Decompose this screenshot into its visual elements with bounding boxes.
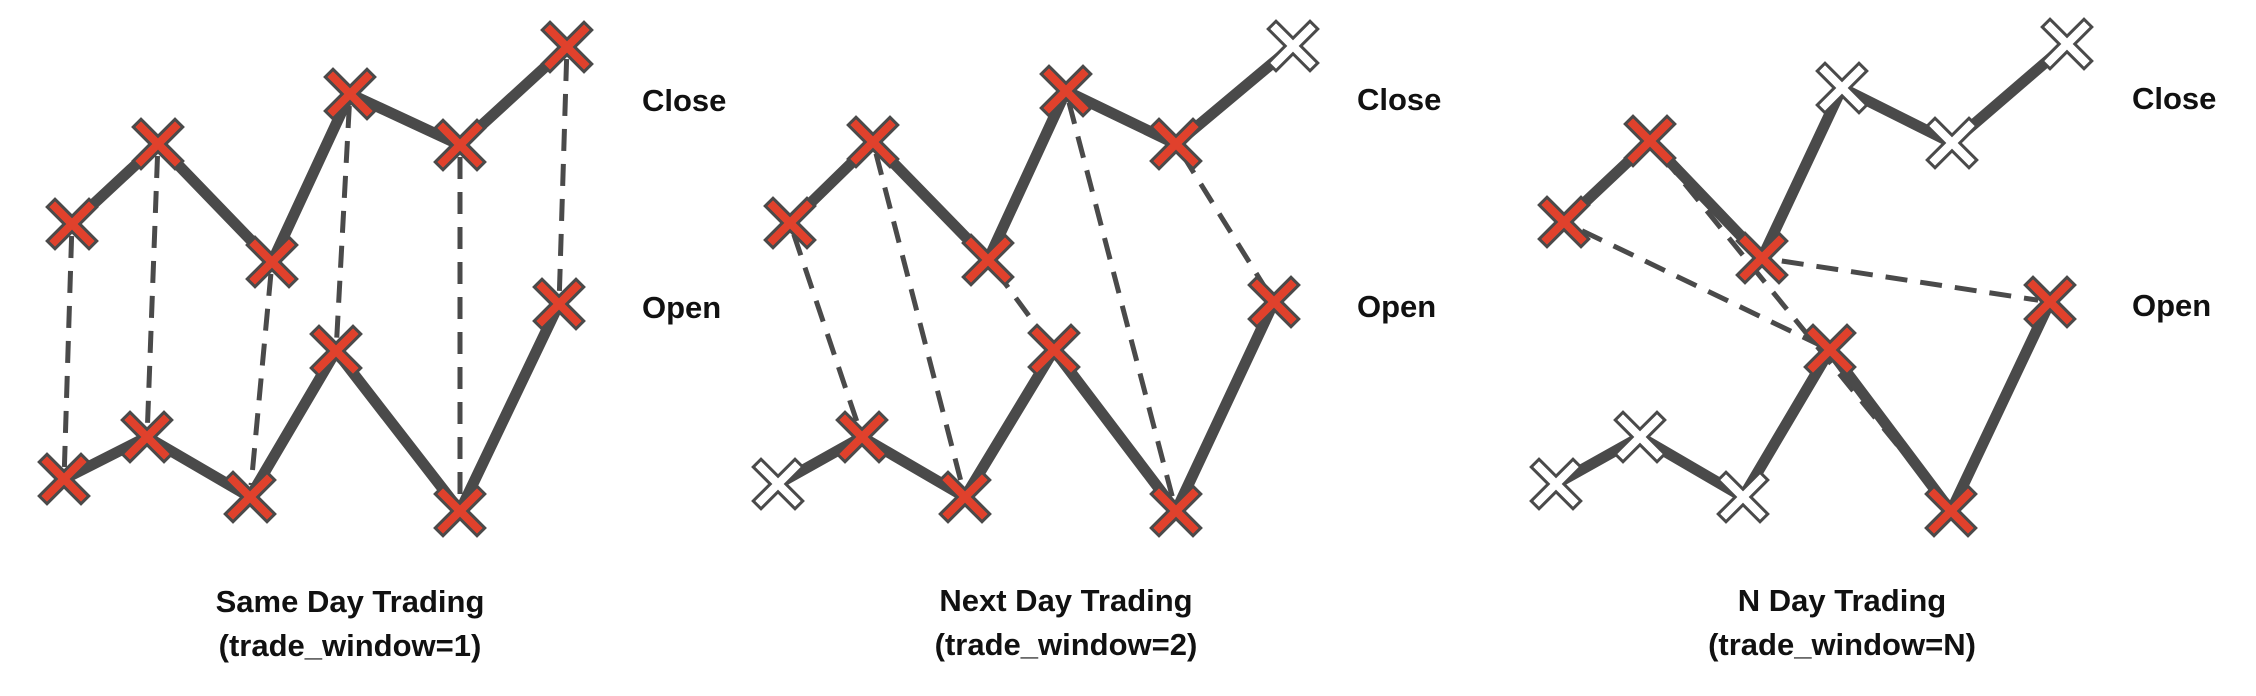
panel-subtitle: (trade_window=N) bbox=[1708, 627, 1976, 662]
close-marker-icon bbox=[2040, 17, 2094, 71]
price-markers bbox=[37, 20, 594, 538]
trade-link bbox=[334, 105, 352, 340]
open-marker-icon bbox=[1924, 484, 1978, 538]
open-price-line bbox=[1550, 296, 2056, 517]
close-marker-icon bbox=[45, 197, 99, 251]
trade-link bbox=[145, 155, 160, 426]
close-marker-icon bbox=[1537, 195, 1591, 249]
open-marker-icon bbox=[120, 410, 174, 464]
open-label: Open bbox=[2132, 288, 2211, 323]
close-marker-icon bbox=[245, 235, 299, 289]
open-marker-icon bbox=[1529, 457, 1583, 511]
close-marker-icon bbox=[961, 233, 1015, 287]
open-marker-icon bbox=[835, 410, 889, 464]
trade-link bbox=[1781, 258, 2039, 303]
trade-link bbox=[61, 235, 75, 468]
close-marker-icon bbox=[540, 20, 594, 74]
panel-title: N Day Trading bbox=[1738, 583, 1946, 618]
close-marker-icon bbox=[1925, 116, 1979, 170]
panel-same-day: Close Open Same Day Trading (trade_windo… bbox=[37, 20, 726, 663]
open-marker-icon bbox=[751, 457, 805, 511]
open-marker-icon bbox=[2023, 275, 2077, 329]
trade-link bbox=[248, 273, 274, 486]
panel-subtitle: (trade_window=2) bbox=[935, 627, 1198, 662]
close-marker-icon bbox=[1266, 19, 1320, 73]
panel-title: Same Day Trading bbox=[216, 584, 485, 619]
close-marker-icon bbox=[1815, 61, 1869, 115]
open-marker-icon bbox=[433, 484, 487, 538]
close-marker-icon bbox=[1623, 114, 1677, 168]
close-marker-icon bbox=[1735, 231, 1789, 285]
open-marker-icon bbox=[1803, 323, 1857, 377]
open-label: Open bbox=[642, 290, 721, 325]
open-marker-icon bbox=[1716, 470, 1770, 524]
open-marker-icon bbox=[1149, 484, 1203, 538]
trade-links bbox=[61, 58, 570, 499]
panel-subtitle: (trade_window=1) bbox=[219, 628, 482, 663]
close-marker-icon bbox=[763, 196, 817, 250]
price-markers bbox=[751, 19, 1320, 538]
trade-link bbox=[873, 152, 965, 487]
open-marker-icon bbox=[532, 277, 586, 331]
price-markers bbox=[1529, 17, 2094, 538]
close-marker-icon bbox=[323, 67, 377, 121]
open-marker-icon bbox=[1613, 410, 1667, 464]
close-label: Close bbox=[1357, 82, 1441, 117]
trade-link bbox=[1180, 152, 1270, 294]
open-marker-icon bbox=[1247, 275, 1301, 329]
open-marker-icon bbox=[223, 470, 277, 524]
open-marker-icon bbox=[938, 470, 992, 524]
trade-link bbox=[556, 58, 570, 293]
trade-link bbox=[791, 233, 861, 427]
open-marker-icon bbox=[309, 324, 363, 378]
close-marker-icon bbox=[1149, 117, 1203, 171]
panel-n-day: Close Open N Day Trading (trade_window=N… bbox=[1529, 17, 2216, 662]
close-marker-icon bbox=[846, 115, 900, 169]
panel-title: Next Day Trading bbox=[939, 583, 1192, 618]
close-label: Close bbox=[642, 83, 726, 118]
close-label: Close bbox=[2132, 81, 2216, 116]
trade-link bbox=[1580, 228, 1821, 348]
panel-next-day: Close Open Next Day Trading (trade_windo… bbox=[751, 19, 1441, 662]
open-marker-icon bbox=[37, 452, 91, 506]
open-label: Open bbox=[1357, 289, 1436, 324]
open-marker-icon bbox=[1027, 323, 1081, 377]
close-marker-icon bbox=[131, 117, 185, 171]
close-marker-icon bbox=[433, 118, 487, 172]
close-marker-icon bbox=[1039, 64, 1093, 118]
